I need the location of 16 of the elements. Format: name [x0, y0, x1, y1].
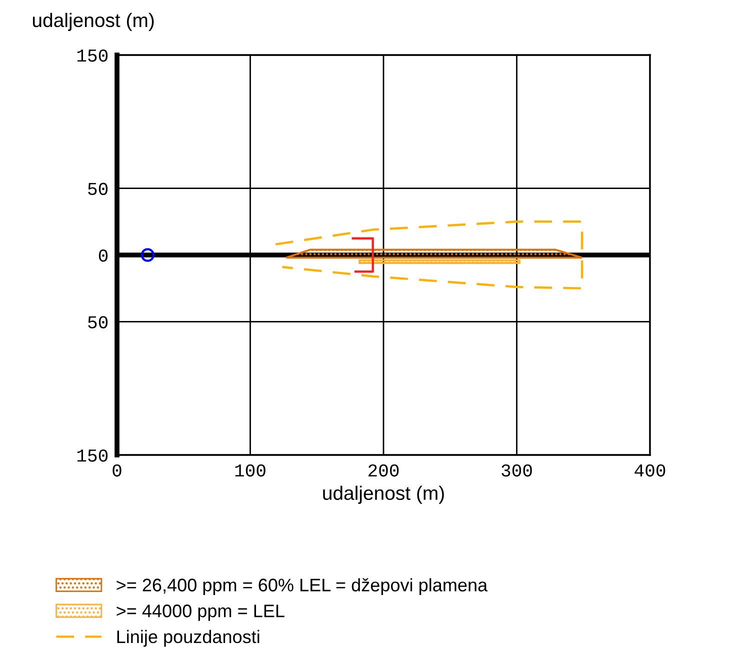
line-series — [274, 220, 584, 290]
legend-label: >= 44000 ppm = LEL — [116, 604, 284, 621]
legend-label: >= 26,400 ppm = 60% LEL = džepovi plamena — [116, 578, 488, 596]
y-tick-label: 150 — [77, 449, 108, 462]
x-axis-title: udaljenost (m) — [323, 486, 444, 504]
y-tick-label: 0 — [98, 249, 108, 262]
x-tick-label: 300 — [502, 464, 532, 477]
y-axis-title: udaljenost (m) — [32, 12, 154, 31]
y-tick-label: 150 — [77, 49, 108, 62]
x-tick-label: 200 — [368, 464, 399, 477]
y-tick-label: 50 — [88, 182, 108, 196]
x-tick-label: 400 — [634, 464, 666, 477]
legend-label: Linije pouzdanosti — [117, 630, 260, 647]
y-tick-label: 50 — [88, 316, 108, 328]
x-tick-label: 0 — [112, 464, 122, 477]
x-tick-label: 100 — [235, 464, 266, 477]
